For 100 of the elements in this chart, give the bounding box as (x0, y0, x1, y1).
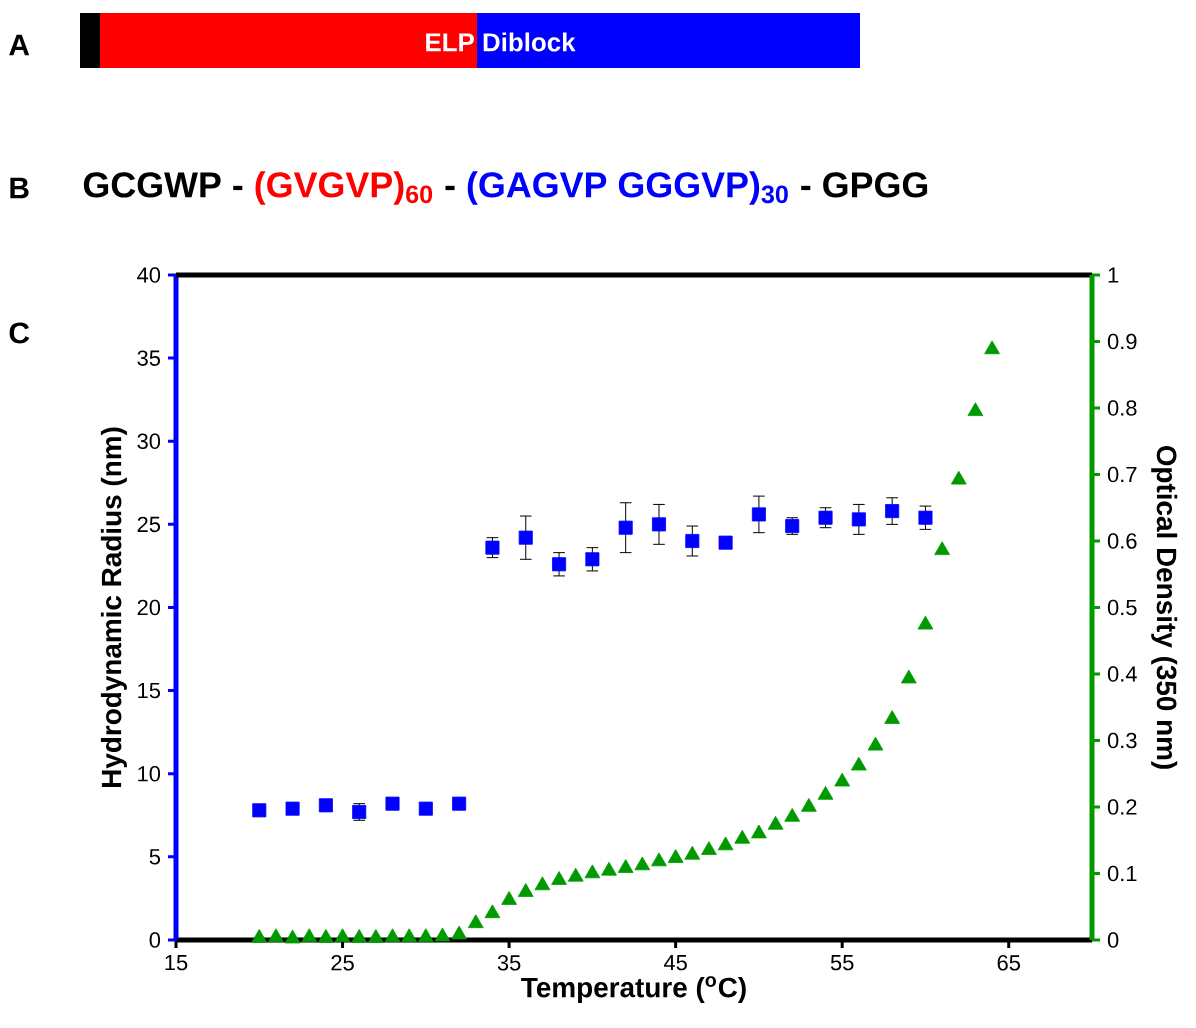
y2-tick-label: 0.6 (1107, 533, 1137, 549)
x-axis-title: Temperature ($^{o}$C) (521, 976, 746, 1003)
y2-tick-label: 0.7 (1107, 466, 1137, 483)
x-tick-label: 55 (830, 955, 854, 971)
y-axis-title: Hydrodynamic Radius (nm) (100, 427, 127, 787)
point (485, 540, 500, 555)
y2-tick-label: 1 (1108, 267, 1119, 283)
point (701, 841, 717, 855)
point (551, 871, 567, 885)
point (601, 861, 617, 876)
point (651, 517, 666, 532)
point (467, 914, 484, 929)
y-tick-label: 25 (137, 516, 161, 533)
y2-tick-label: 0 (1107, 932, 1119, 948)
point (351, 929, 368, 943)
point (567, 867, 584, 882)
point (618, 520, 633, 535)
point (452, 796, 467, 811)
point (784, 807, 801, 822)
point (751, 507, 766, 522)
point (885, 504, 900, 519)
point (417, 928, 434, 943)
point (801, 798, 817, 812)
y-tick-label: 0 (149, 932, 161, 948)
point (667, 849, 684, 863)
y2-tick-label: 0.3 (1107, 732, 1137, 749)
point (634, 856, 651, 871)
y2-tick-label: 0.9 (1107, 333, 1137, 350)
point (900, 669, 917, 684)
point (718, 535, 733, 550)
point (717, 836, 734, 851)
point (284, 929, 301, 944)
y-tick-label: 30 (137, 433, 161, 450)
text: - (445, 185, 455, 191)
point (484, 904, 501, 919)
text: - GPGG (801, 172, 928, 198)
point (451, 925, 467, 940)
point (851, 512, 866, 527)
point (917, 615, 934, 630)
point (534, 876, 551, 891)
text: GCGWP - (83, 172, 243, 198)
x-tick-label: 25 (331, 955, 354, 971)
y-tick-label: 20 (137, 599, 161, 616)
y2-tick-label: 0.2 (1107, 799, 1137, 815)
point (285, 801, 300, 816)
point (818, 510, 833, 525)
point (318, 798, 333, 813)
y2-tick-label: 0.8 (1107, 400, 1137, 416)
point (950, 470, 967, 485)
point (817, 786, 834, 800)
point (434, 927, 451, 942)
text: A (9, 34, 30, 56)
point (517, 883, 534, 897)
y-tick-label: 35 (137, 350, 161, 366)
y2-tick-label: 0.1 (1107, 865, 1137, 882)
point (651, 852, 667, 867)
point (834, 772, 851, 787)
point (984, 340, 1000, 355)
point (401, 928, 418, 943)
y2-tick-label: 0.5 (1107, 599, 1137, 616)
y-tick-label: 5 (149, 849, 161, 865)
point (301, 928, 318, 943)
y-tick-label: 10 (138, 766, 161, 782)
point (501, 891, 517, 905)
y2-tick-label: 0.4 (1107, 666, 1137, 682)
x-tick-label: 35 (497, 955, 521, 971)
y-tick-label: 15 (138, 682, 161, 699)
text: (GAGVP GGGVP)$_{30}$ (467, 171, 788, 205)
point (967, 402, 984, 417)
point (384, 928, 401, 943)
point (418, 801, 433, 816)
x-tick-label: 45 (663, 955, 687, 971)
y2-axis-title: Optical Density (350 nm) (1151, 445, 1178, 769)
point (617, 859, 634, 873)
point (368, 929, 384, 943)
text: C (9, 322, 30, 344)
x-tick-label: 15 (165, 955, 188, 971)
point (934, 541, 950, 556)
text: ELP Diblock (426, 32, 576, 52)
point (851, 756, 867, 771)
point (318, 929, 334, 943)
text: (GVGVP)$_{60}$ (255, 171, 433, 205)
point (884, 710, 900, 724)
point (552, 557, 567, 572)
point (867, 736, 884, 751)
point (684, 845, 701, 860)
point (251, 929, 268, 943)
point (585, 552, 600, 567)
y-tick-label: 40 (137, 267, 161, 283)
point (334, 928, 351, 943)
point (385, 796, 400, 811)
point (767, 815, 784, 830)
x-tick-label: 65 (997, 955, 1020, 971)
point (685, 533, 700, 548)
point (918, 510, 933, 525)
point (518, 530, 533, 545)
point (252, 803, 267, 818)
point (584, 864, 601, 879)
point (751, 824, 767, 839)
point (268, 928, 284, 943)
